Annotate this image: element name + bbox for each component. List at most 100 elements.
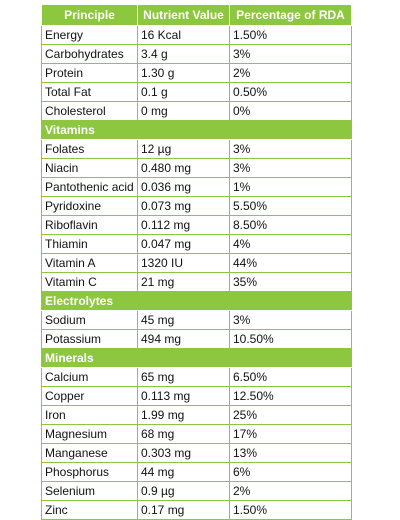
nutrition-table: Principle Nutrient Value Percentage of R… — [41, 4, 352, 520]
cell-principle: Sodium — [41, 310, 138, 330]
cell-principle: Zinc — [41, 500, 138, 520]
section-filler-cell — [229, 291, 352, 311]
cell-nutrient-value: 12 µg — [137, 139, 230, 159]
cell-percentage-rda: 0.50% — [229, 82, 352, 102]
cell-nutrient-value: 0.17 mg — [137, 500, 230, 520]
cell-nutrient-value: 1.30 g — [137, 63, 230, 83]
cell-percentage-rda: 0% — [229, 101, 352, 121]
cell-percentage-rda: 1% — [229, 177, 352, 197]
table-body: Energy 16 Kcal 1.50% Carbohydrates 3.4 g 3% Pr… — [41, 25, 352, 520]
cell-percentage-rda: 3% — [229, 158, 352, 178]
cell-nutrient-value: 1.99 mg — [137, 405, 230, 425]
cell-percentage-rda: 44% — [229, 253, 352, 273]
cell-nutrient-value: 16 Kcal — [137, 25, 230, 45]
header-row: Principle Nutrient Value Percentage of R… — [41, 4, 352, 26]
cell-percentage-rda: 1.50% — [229, 25, 352, 45]
table-row: Energy 16 Kcal 1.50% — [41, 25, 352, 45]
cell-percentage-rda: 17% — [229, 424, 352, 444]
cell-principle: Thiamin — [41, 234, 138, 254]
section-title: Electrolytes — [41, 291, 138, 311]
cell-principle: Protein — [41, 63, 138, 83]
cell-percentage-rda: 25% — [229, 405, 352, 425]
nutrition-table-container: Principle Nutrient Value Percentage of R… — [41, 4, 352, 520]
column-header-principle: Principle — [41, 4, 138, 26]
table-row: Pyridoxine 0.073 mg 5.50% — [41, 196, 352, 216]
cell-percentage-rda: 10.50% — [229, 329, 352, 349]
table-row: Niacin 0.480 mg 3% — [41, 158, 352, 178]
table-row: Phosphorus 44 mg 6% — [41, 462, 352, 482]
table-row: Zinc 0.17 mg 1.50% — [41, 500, 352, 520]
cell-percentage-rda: 6.50% — [229, 367, 352, 387]
cell-nutrient-value: 21 mg — [137, 272, 230, 292]
cell-nutrient-value: 65 mg — [137, 367, 230, 387]
table-row: Cholesterol 0 mg 0% — [41, 101, 352, 121]
cell-nutrient-value: 0.047 mg — [137, 234, 230, 254]
table-row: Pantothenic acid 0.036 mg 1% — [41, 177, 352, 197]
cell-principle: Total Fat — [41, 82, 138, 102]
table-row: Potassium 494 mg 10.50% — [41, 329, 352, 349]
section-header-row: Electrolytes — [41, 291, 352, 311]
cell-nutrient-value: 44 mg — [137, 462, 230, 482]
cell-percentage-rda: 3% — [229, 44, 352, 64]
cell-percentage-rda: 5.50% — [229, 196, 352, 216]
cell-nutrient-value: 68 mg — [137, 424, 230, 444]
cell-principle: Copper — [41, 386, 138, 406]
cell-percentage-rda: 2% — [229, 481, 352, 501]
table-row: Sodium 45 mg 3% — [41, 310, 352, 330]
table-row: Calcium 65 mg 6.50% — [41, 367, 352, 387]
cell-principle: Folates — [41, 139, 138, 159]
cell-principle: Selenium — [41, 481, 138, 501]
section-header-row: Minerals — [41, 348, 352, 368]
cell-nutrient-value: 0.112 mg — [137, 215, 230, 235]
cell-nutrient-value: 0.036 mg — [137, 177, 230, 197]
cell-principle: Niacin — [41, 158, 138, 178]
cell-percentage-rda: 4% — [229, 234, 352, 254]
table-row: Iron 1.99 mg 25% — [41, 405, 352, 425]
cell-nutrient-value: 0.303 mg — [137, 443, 230, 463]
section-filler-cell — [229, 348, 352, 368]
cell-principle: Riboflavin — [41, 215, 138, 235]
section-header-row: Vitamins — [41, 120, 352, 140]
table-row: Folates 12 µg 3% — [41, 139, 352, 159]
cell-percentage-rda: 1.50% — [229, 500, 352, 520]
section-filler-cell — [137, 291, 230, 311]
cell-nutrient-value: 0.480 mg — [137, 158, 230, 178]
cell-nutrient-value: 494 mg — [137, 329, 230, 349]
section-filler-cell — [137, 120, 230, 140]
cell-principle: Phosphorus — [41, 462, 138, 482]
table-row: Protein 1.30 g 2% — [41, 63, 352, 83]
cell-nutrient-value: 0.073 mg — [137, 196, 230, 216]
cell-principle: Energy — [41, 25, 138, 45]
cell-principle: Carbohydrates — [41, 44, 138, 64]
table-row: Vitamin A 1320 IU 44% — [41, 253, 352, 273]
section-title: Vitamins — [41, 120, 138, 140]
cell-principle: Iron — [41, 405, 138, 425]
section-title: Minerals — [41, 348, 138, 368]
table-row: Total Fat 0.1 g 0.50% — [41, 82, 352, 102]
cell-principle: Vitamin A — [41, 253, 138, 273]
section-filler-cell — [137, 348, 230, 368]
section-filler-cell — [229, 120, 352, 140]
cell-principle: Calcium — [41, 367, 138, 387]
cell-nutrient-value: 0.113 mg — [137, 386, 230, 406]
column-header-nutrient-value: Nutrient Value — [137, 4, 230, 26]
cell-percentage-rda: 13% — [229, 443, 352, 463]
table-row: Carbohydrates 3.4 g 3% — [41, 44, 352, 64]
cell-principle: Cholesterol — [41, 101, 138, 121]
cell-nutrient-value: 1320 IU — [137, 253, 230, 273]
cell-percentage-rda: 6% — [229, 462, 352, 482]
table-row: Manganese 0.303 mg 13% — [41, 443, 352, 463]
table-row: Copper 0.113 mg 12.50% — [41, 386, 352, 406]
cell-nutrient-value: 45 mg — [137, 310, 230, 330]
cell-percentage-rda: 2% — [229, 63, 352, 83]
cell-nutrient-value: 0 mg — [137, 101, 230, 121]
cell-principle: Magnesium — [41, 424, 138, 444]
column-header-percentage-rda: Percentage of RDA — [229, 4, 352, 26]
cell-principle: Pyridoxine — [41, 196, 138, 216]
cell-principle: Manganese — [41, 443, 138, 463]
cell-percentage-rda: 3% — [229, 139, 352, 159]
cell-principle: Pantothenic acid — [41, 177, 138, 197]
cell-principle: Potassium — [41, 329, 138, 349]
table-row: Vitamin C 21 mg 35% — [41, 272, 352, 292]
table-row: Riboflavin 0.112 mg 8.50% — [41, 215, 352, 235]
